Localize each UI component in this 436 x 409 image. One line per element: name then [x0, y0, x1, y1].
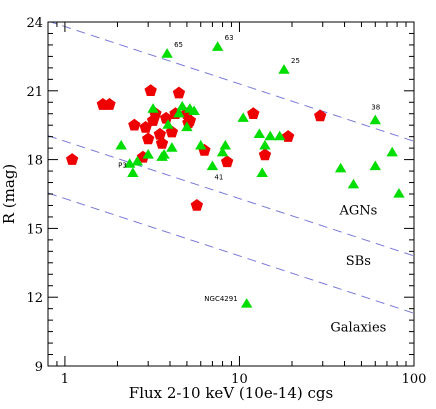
- axes: 1 10 100 9 12 15 18 21 24: [26, 16, 426, 387]
- triangle-point-31: [369, 160, 381, 171]
- region-label-agns: AGNs: [338, 204, 377, 219]
- pentagon-point-22: [247, 107, 260, 119]
- triangle-point-26: [264, 130, 276, 141]
- plot-frame: [47, 21, 415, 367]
- y-tick-label: 21: [26, 85, 43, 100]
- point-label-1: 63: [225, 34, 234, 42]
- triangle-point-9: [162, 119, 174, 129]
- triangle-point-21: [237, 112, 249, 122]
- triangle-point-28: [278, 64, 290, 74]
- x-tick-label: 10: [231, 372, 248, 387]
- triangle-point-12: [176, 100, 188, 111]
- pentagon-point-25: [313, 109, 327, 122]
- triangle-point-34: [393, 188, 405, 198]
- triangle-point-32: [369, 114, 381, 125]
- triangle-point-10: [166, 142, 178, 152]
- triangle-point-25: [259, 139, 271, 150]
- data-markers: [65, 41, 405, 308]
- pentagon-point-6: [142, 132, 155, 145]
- triangle-point-2: [127, 167, 139, 177]
- reference-line-0: [49, 22, 414, 142]
- y-tick-label: 9: [35, 360, 43, 375]
- triangle-point-19: [216, 146, 229, 157]
- pentagon-point-12: [159, 111, 173, 124]
- pentagon-point-0: [65, 153, 79, 165]
- triangle-point-3: [131, 155, 144, 166]
- x-tick-label: 1: [61, 372, 69, 387]
- pentagon-point-24: [281, 130, 295, 142]
- triangle-point-13: [181, 121, 193, 132]
- pentagon-point-15: [172, 86, 186, 99]
- reference-line-2: [48, 192, 414, 314]
- pentagon-point-10: [153, 127, 167, 140]
- triangle-point-33: [386, 146, 398, 157]
- pentagon-point-23: [258, 148, 272, 161]
- x-axis-label: Flux 2-10 keV (10e-14) cgs: [129, 384, 333, 402]
- triangle-point-11: [173, 107, 185, 118]
- pentagon-point-21: [220, 155, 234, 168]
- triangle-point-7: [158, 149, 170, 159]
- triangle-point-30: [347, 178, 360, 189]
- reference-lines: [48, 22, 414, 314]
- point-labels: 65 63 25 38 41 P3 NGC4291: [118, 34, 380, 303]
- point-label-3: 38: [371, 104, 380, 112]
- triangle-point-24: [256, 167, 268, 177]
- point-label-6: NGC4291: [204, 295, 237, 303]
- pentagon-point-19: [190, 198, 204, 211]
- region-labels: AGNs SBs Galaxies: [330, 204, 386, 336]
- reference-line-1: [48, 135, 414, 257]
- triangle-point-18: [211, 41, 224, 51]
- pentagon-point-2: [103, 98, 116, 110]
- triangle-point-0: [115, 139, 127, 150]
- point-label-2: 25: [291, 57, 300, 65]
- y-tick-label: 18: [26, 154, 43, 169]
- point-label-5: P3: [118, 161, 127, 169]
- pentagon-point-11: [155, 137, 169, 149]
- y-axis-label: R (mag): [0, 164, 18, 225]
- point-label-0: 65: [174, 41, 183, 49]
- x-tick-label: 100: [402, 372, 427, 387]
- point-label-4: 41: [214, 173, 223, 181]
- triangle-point-29: [334, 162, 347, 173]
- triangle-point-4: [142, 149, 154, 159]
- triangle-point-17: [206, 160, 219, 171]
- triangle-point-22: [240, 298, 253, 308]
- triangle-point-20: [219, 139, 232, 150]
- region-label-galaxies: Galaxies: [330, 321, 386, 336]
- triangle-point-27: [273, 130, 286, 141]
- triangle-point-8: [161, 48, 173, 58]
- y-tick-label: 15: [26, 222, 43, 237]
- pentagon-point-3: [128, 118, 141, 131]
- triangle-point-5: [147, 103, 159, 113]
- triangle-point-15: [188, 105, 200, 116]
- triangle-point-23: [253, 128, 266, 138]
- y-tick-label: 24: [26, 16, 43, 31]
- pentagon-point-7: [144, 84, 157, 97]
- y-tick-label: 12: [26, 291, 43, 306]
- triangle-point-16: [195, 139, 207, 150]
- region-label-sbs: SBs: [346, 254, 371, 269]
